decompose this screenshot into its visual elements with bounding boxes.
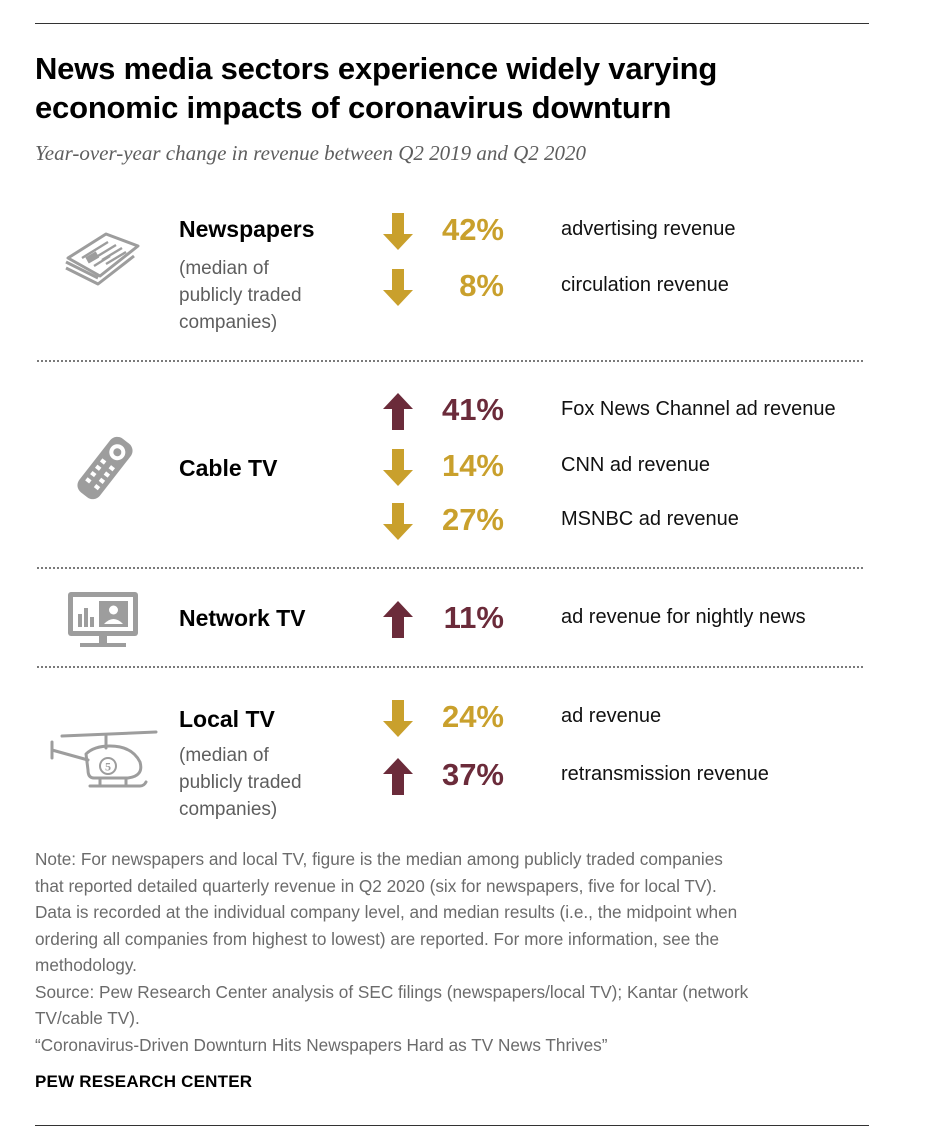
title-line-2: economic impacts of coronavirus downturn	[35, 90, 672, 125]
percent-change-value: 27%	[441, 502, 504, 537]
revenue-metric-label: ad revenue	[561, 705, 662, 727]
arrow-down-icon	[383, 449, 413, 486]
brand-footer: PEW RESEARCH CENTER	[35, 1072, 253, 1091]
revenue-metric-label: circulation revenue	[561, 274, 729, 296]
arrow-down-icon	[383, 700, 413, 737]
revenue-metric-label: ad revenue for nightly news	[561, 606, 806, 628]
sector-newspapers: Newspapers	[179, 216, 315, 242]
notes-line: methodology.	[35, 955, 137, 975]
revenue-metric-label: MSNBC ad revenue	[561, 508, 739, 530]
note-line: (median of	[179, 258, 269, 279]
arrow-down-icon	[383, 213, 413, 250]
percent-change-value: 37%	[441, 757, 504, 792]
section-divider	[37, 666, 863, 668]
percent-change-value: 41%	[441, 392, 504, 427]
note-line: publicly traded	[179, 285, 302, 306]
sector-newspapers-note: (median of publicly traded companies)	[179, 255, 349, 336]
sector-local-tv-note: (median of publicly traded companies)	[179, 742, 349, 823]
note-line: companies)	[179, 799, 278, 820]
sector-local-tv: Local TV	[179, 706, 275, 732]
arrow-down-icon	[383, 503, 413, 540]
notes-line: “Coronavirus-Driven Downturn Hits Newspa…	[35, 1034, 608, 1055]
helicopter-icon: 5	[50, 730, 158, 788]
helicopter-number: 5	[105, 760, 111, 774]
remote-control-icon	[77, 436, 133, 500]
arrow-up-icon	[383, 601, 413, 638]
notes-line: Note: For newspapers and local TV, figur…	[35, 849, 723, 869]
notes-line: Data is recorded at the individual compa…	[35, 902, 738, 922]
percent-change-value: 24%	[441, 699, 504, 734]
arrow-down-icon	[383, 269, 413, 306]
note-line: companies)	[179, 312, 278, 333]
revenue-metric-label: retransmission revenue	[561, 763, 769, 785]
arrow-up-icon	[383, 393, 413, 430]
notes: Note: For newspapers and local TV, figur…	[35, 846, 875, 1058]
chart-title: News media sectors experience widely var…	[35, 49, 865, 127]
percent-change-value: 14%	[441, 448, 504, 483]
bottom-rule	[35, 1125, 869, 1126]
percent-change-value: 11%	[443, 600, 504, 635]
notes-line: TV/cable TV).	[35, 1008, 140, 1028]
arrow-up-icon	[383, 758, 413, 795]
revenue-metric-label: Fox News Channel ad revenue	[561, 398, 836, 420]
section-divider	[37, 360, 863, 362]
sector-network-tv: Network TV	[179, 605, 306, 631]
percent-change-value: 8%	[459, 268, 504, 303]
television-icon	[68, 592, 138, 647]
note-line: (median of	[179, 745, 269, 766]
notes-line: ordering all companies from highest to l…	[35, 928, 720, 949]
notes-line: Source: Pew Research Center analysis of …	[35, 981, 749, 1002]
percent-change-value: 42%	[441, 212, 504, 247]
note-line: publicly traded	[179, 772, 302, 793]
top-rule	[35, 23, 869, 24]
revenue-metric-label: CNN ad revenue	[561, 454, 710, 476]
newspaper-icon	[65, 232, 140, 286]
sector-cable-tv: Cable TV	[179, 455, 278, 481]
chart-subtitle: Year-over-year change in revenue between…	[35, 141, 587, 165]
section-divider	[37, 567, 863, 569]
revenue-metric-label: advertising revenue	[561, 218, 736, 240]
title-line-1: News media sectors experience widely var…	[35, 51, 718, 86]
notes-line: that reported detailed quarterly revenue…	[35, 875, 717, 896]
